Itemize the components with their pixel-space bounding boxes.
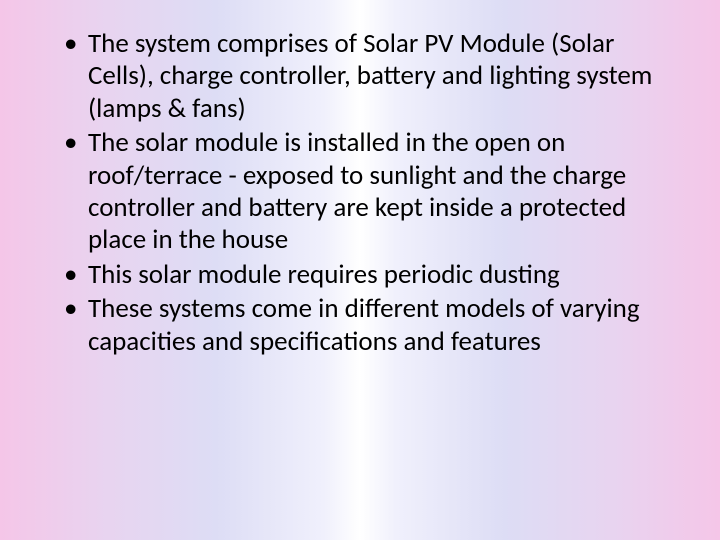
list-item: The solar module is installed in the ope… [58,127,662,257]
bullet-text: The system comprises of Solar PV Module … [88,27,652,125]
bullet-text: The solar module is installed in the ope… [88,126,626,256]
bullet-list: The system comprises of Solar PV Module … [58,28,662,358]
list-item: These systems come in different models o… [58,293,662,358]
list-item: The system comprises of Solar PV Module … [58,28,662,125]
bullet-text: These systems come in different models o… [88,292,640,357]
bullet-text: This solar module requires periodic dust… [88,258,560,291]
slide-content: The system comprises of Solar PV Module … [0,0,720,540]
list-item: This solar module requires periodic dust… [58,259,662,291]
